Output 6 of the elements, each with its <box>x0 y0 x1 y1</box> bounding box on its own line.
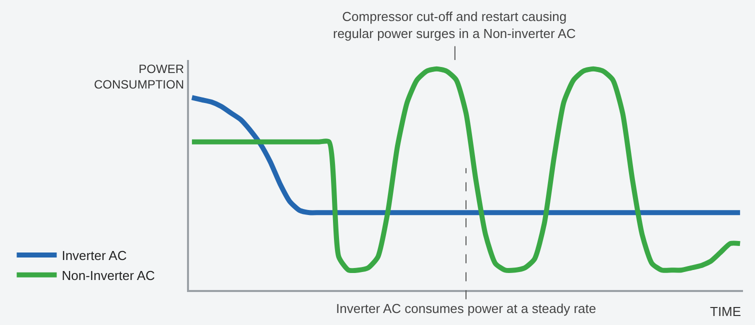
text: Inverter AC consumes power at a steady rate <box>336 301 596 316</box>
x-axis-title: TIME <box>710 304 742 319</box>
legend-label: Inverter AC <box>62 248 127 264</box>
text: Compressor cut-off and restart causing regular power surges in a Non-inverter AC <box>333 9 576 41</box>
y-axis-title: POWER CONSUMPTION <box>94 62 184 92</box>
legend-label: Non-Inverter AC <box>62 268 155 283</box>
